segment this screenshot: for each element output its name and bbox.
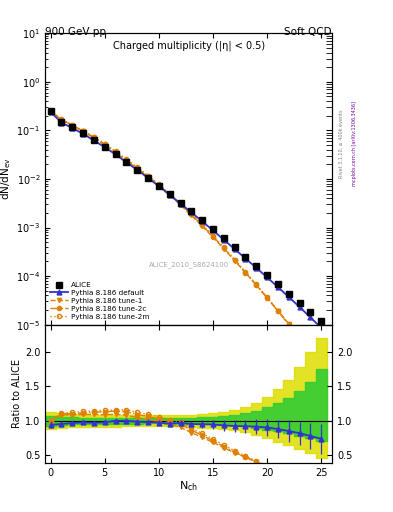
Y-axis label: dN/dN$_{\mathsf{ev}}$: dN/dN$_{\mathsf{ev}}$ [0,158,13,200]
Text: ALICE_2010_S8624100: ALICE_2010_S8624100 [149,261,229,268]
Text: mcplots.cern.ch [arXiv:1306.3436]: mcplots.cern.ch [arXiv:1306.3436] [352,101,357,186]
Text: Rivet 3.1.10, ≥ 400k events: Rivet 3.1.10, ≥ 400k events [339,109,344,178]
X-axis label: N$_{\mathsf{ch}}$: N$_{\mathsf{ch}}$ [179,480,198,494]
Legend: ALICE, Pythia 8.186 default, Pythia 8.186 tune-1, Pythia 8.186 tune-2c, Pythia 8: ALICE, Pythia 8.186 default, Pythia 8.18… [49,281,151,321]
Text: Soft QCD: Soft QCD [285,27,332,37]
Text: Charged multiplicity (|η| < 0.5): Charged multiplicity (|η| < 0.5) [112,40,265,51]
Text: 900 GeV pp: 900 GeV pp [45,27,106,37]
Y-axis label: Ratio to ALICE: Ratio to ALICE [12,359,22,429]
